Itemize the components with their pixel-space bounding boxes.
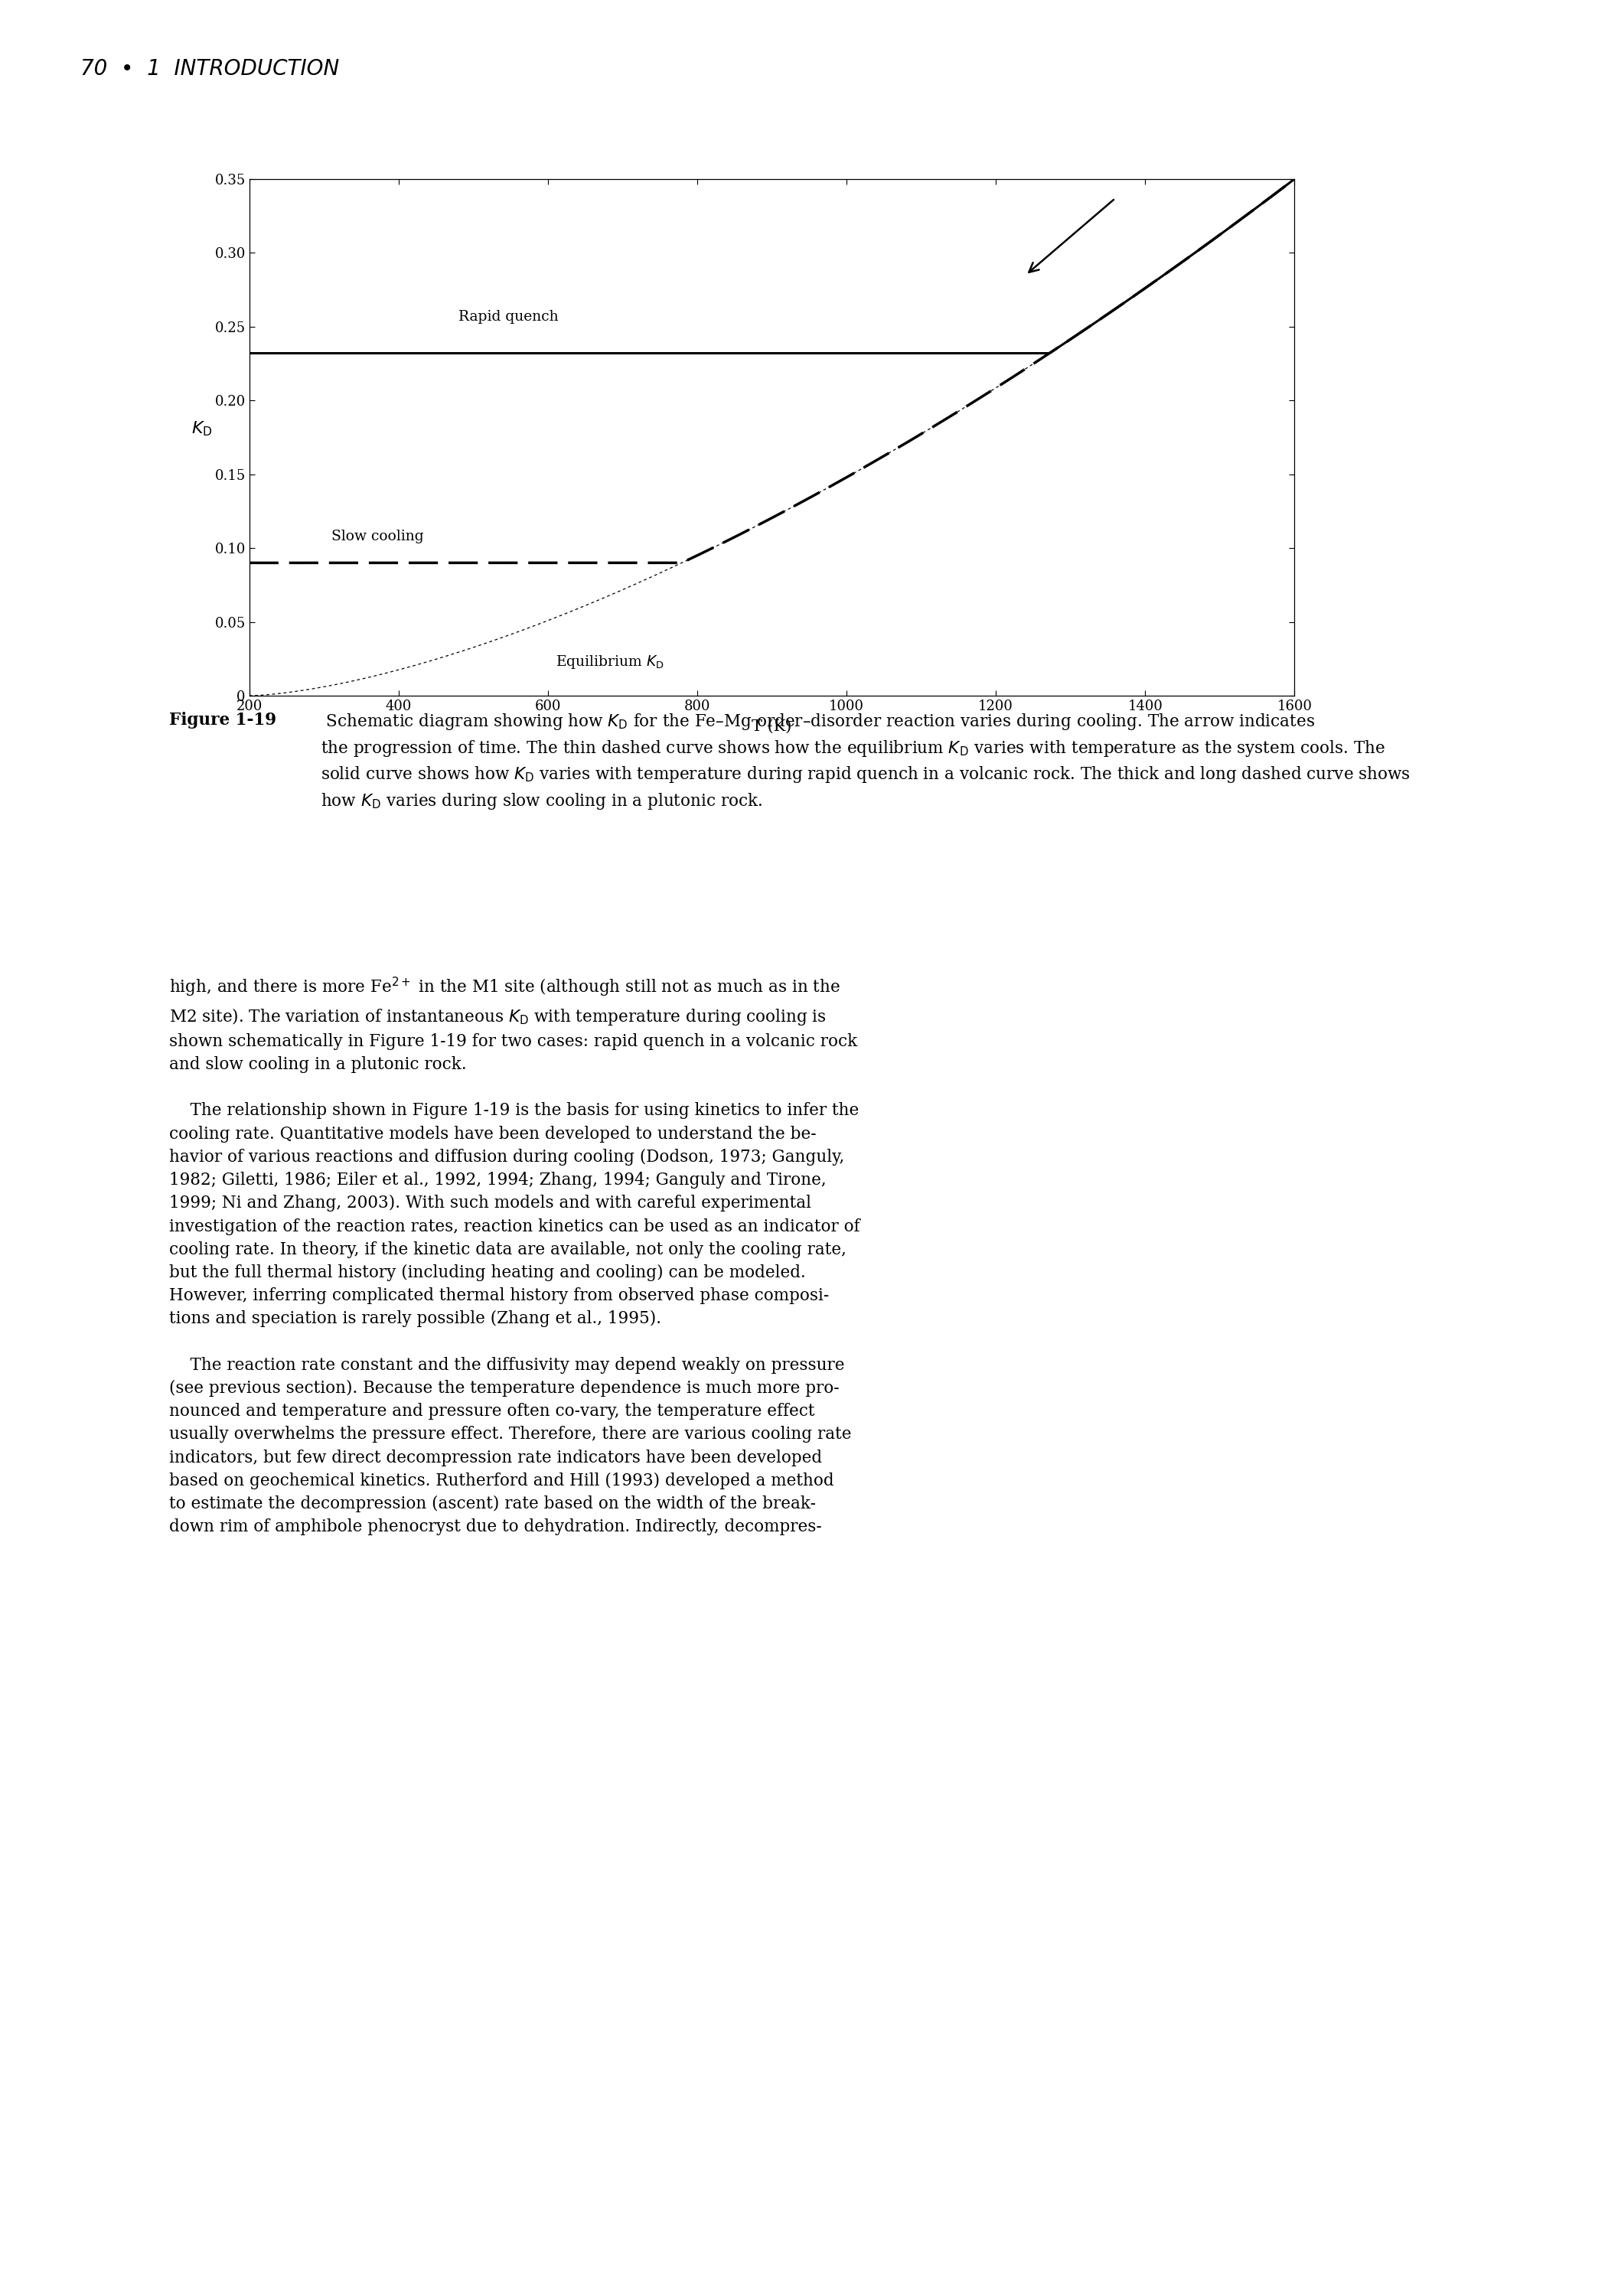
Text: 70  •  1  INTRODUCTION: 70 • 1 INTRODUCTION [80, 57, 339, 80]
Text: Schematic diagram showing how $K_{\mathrm{D}}$ for the Fe–Mg order–disorder reac: Schematic diagram showing how $K_{\mathr… [320, 712, 1410, 810]
X-axis label: T (K): T (K) [753, 719, 791, 735]
Text: high, and there is more Fe$^{2+}$ in the M1 site (although still not as much as : high, and there is more Fe$^{2+}$ in the… [169, 976, 860, 1536]
Text: Rapid quench: Rapid quench [458, 310, 558, 324]
Y-axis label: $K_{\mathrm{D}}$: $K_{\mathrm{D}}$ [191, 420, 212, 436]
Text: Figure 1-19: Figure 1-19 [169, 712, 277, 728]
Text: Slow cooling: Slow cooling [331, 530, 423, 544]
Text: Equilibrium $K_{\mathrm{D}}$: Equilibrium $K_{\mathrm{D}}$ [555, 654, 664, 670]
